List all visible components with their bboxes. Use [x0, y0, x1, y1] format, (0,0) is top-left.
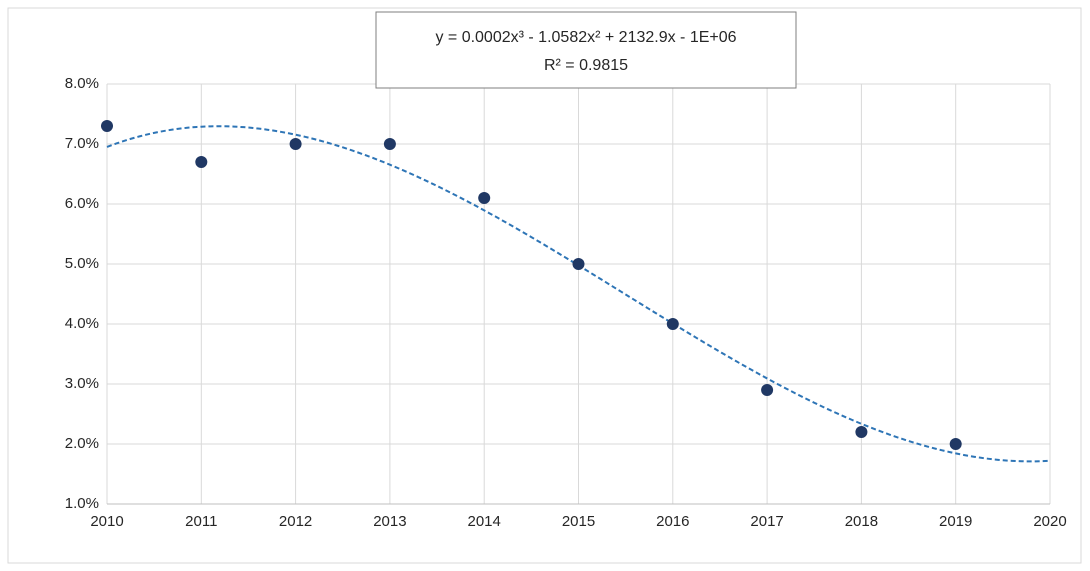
data-point: [572, 258, 585, 270]
x-tick-label: 2019: [939, 513, 972, 530]
y-tick-label: 7.0%: [65, 135, 99, 152]
x-tick-label: 2015: [562, 513, 595, 530]
x-tick-label: 2012: [279, 513, 312, 530]
x-tick-label: 2010: [90, 513, 123, 530]
y-tick-label: 8.0%: [65, 75, 99, 92]
trendline-equation: y = 0.0002x³ - 1.0582x² + 2132.9x - 1E+0…: [435, 29, 736, 46]
x-tick-label: 2016: [656, 513, 689, 530]
y-tick-label: 1.0%: [65, 495, 99, 512]
x-tick-label: 2017: [750, 513, 783, 530]
data-point: [478, 192, 491, 204]
x-tick-label: 2020: [1033, 513, 1066, 530]
x-tick-label: 2018: [845, 513, 878, 530]
y-tick-label: 2.0%: [65, 435, 99, 452]
r-squared: R² = 0.9815: [544, 57, 628, 74]
x-tick-label: 2011: [185, 513, 217, 530]
data-point: [761, 384, 774, 396]
y-tick-label: 3.0%: [65, 375, 99, 392]
y-tick-label: 5.0%: [65, 255, 99, 272]
data-point: [383, 138, 396, 150]
data-point: [949, 438, 962, 450]
data-point: [289, 138, 302, 150]
x-tick-label: 2014: [468, 513, 501, 530]
data-point: [666, 318, 679, 330]
y-tick-label: 6.0%: [65, 195, 99, 212]
data-point: [101, 120, 113, 132]
y-tick-label: 4.0%: [65, 315, 99, 332]
annotation-box: [375, 11, 797, 89]
data-point: [195, 156, 208, 168]
x-tick-label: 2013: [373, 513, 406, 530]
plot-area: 1.0% 2.0% 3.0% 4.0% 5.0% 6.0% 7.0% 8.0% 2010 2011…: [65, 75, 1067, 530]
data-point: [855, 426, 868, 438]
chart-border: [7, 7, 1082, 564]
